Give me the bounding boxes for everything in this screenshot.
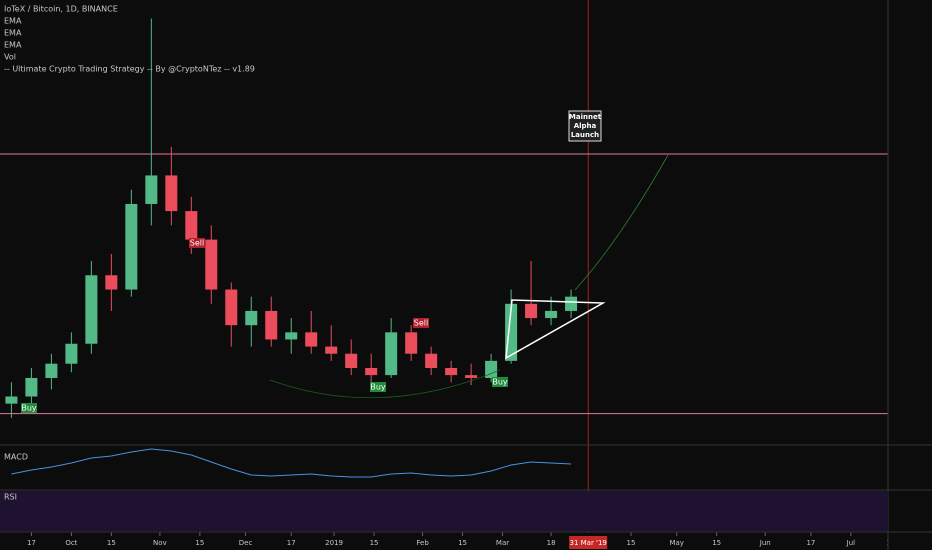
candle-body (185, 211, 198, 240)
base-curve (269, 369, 501, 399)
sell-label: Sell (190, 239, 204, 248)
signals: Buy Sell Buy Sell Buy (21, 238, 508, 413)
x-tick-label: 15 (712, 539, 721, 547)
note-line: Mainnet (569, 113, 602, 121)
buy-badge (21, 403, 37, 413)
indicator-label: EMA (4, 29, 22, 38)
buy-badge (370, 382, 386, 392)
x-tick-label: 15 (107, 539, 116, 547)
candle-body (525, 303, 538, 319)
buy-label: Buy (370, 383, 386, 392)
candle-body (445, 367, 458, 376)
indicator-label: Vol (4, 53, 16, 62)
candle-body (105, 275, 118, 290)
indicator-label: EMA (4, 17, 22, 26)
projection-curve (574, 154, 669, 291)
pane-title: RSI (4, 493, 17, 502)
candle-body (5, 396, 18, 404)
rsi-band (0, 491, 888, 531)
candle-body (385, 332, 398, 376)
note-line: Launch (571, 131, 599, 139)
indicator-label: EMA (4, 41, 22, 50)
chart-title: IoTeX / Bitcoin, 1D, BINANCE (4, 5, 118, 14)
x-tick-label: Nov (153, 539, 167, 547)
candle-body (545, 310, 558, 319)
x-tick-label: Feb (416, 539, 429, 547)
note-line: Alpha (574, 122, 597, 130)
candle-body (325, 346, 338, 354)
buy-badge (492, 377, 508, 387)
marker-badge (569, 536, 608, 549)
x-tick-label: Jun (759, 539, 771, 547)
x-tick-label: 15 (370, 539, 379, 547)
pane-title: MACD (4, 453, 28, 462)
x-tick-label: 15 (458, 539, 467, 547)
candle-body (145, 175, 158, 204)
triangle-drawing (505, 299, 606, 360)
candle-body (405, 332, 418, 354)
x-tick-label: Jul (846, 539, 856, 547)
note: Mainnet Alpha Launch (568, 110, 602, 142)
indicator-label: -- Ultimate Crypto Trading Strategy -- B… (4, 65, 255, 74)
price-axis (888, 0, 932, 550)
candle-body (365, 367, 378, 376)
buy-label: Buy (492, 378, 508, 387)
candle-body (565, 296, 578, 311)
candle-body (285, 332, 298, 340)
sell-badge (189, 238, 205, 248)
candle-body (165, 175, 178, 212)
x-tick-label: 15 (195, 539, 204, 547)
candle-body (425, 353, 438, 368)
macd-line (11, 448, 572, 478)
candle-body (85, 275, 98, 344)
x-tick-label: 17 (287, 539, 296, 547)
note-box (568, 110, 602, 142)
candle-body (65, 343, 78, 364)
candle-body (485, 360, 498, 378)
candle-body (345, 353, 358, 368)
x-tick-label: 18 (547, 539, 556, 547)
candle-body (265, 310, 278, 340)
x-tick-label: 15 (627, 539, 636, 547)
x-tick-label: Dec (239, 539, 253, 547)
marker-label: 31 Mar '19 (569, 539, 606, 547)
x-tick-label: Oct (65, 539, 77, 547)
candle-body (465, 375, 478, 378)
x-tick-label: May (669, 539, 683, 547)
sell-badge (413, 318, 429, 328)
buy-label: Buy (21, 404, 37, 413)
x-tick-label: 2019 (325, 539, 343, 547)
x-tick-label: 17 (27, 539, 36, 547)
x-tick-label: 17 (806, 539, 815, 547)
candle-body (205, 239, 218, 290)
candle-body (245, 310, 258, 326)
sell-label: Sell (414, 319, 428, 328)
x-tick-label: Mar (496, 539, 509, 547)
candle-body (225, 289, 238, 326)
candle-body (505, 303, 518, 361)
candle-body (125, 203, 138, 290)
candle-body (45, 363, 58, 378)
candle-body (25, 377, 38, 397)
candle-body (305, 332, 318, 347)
